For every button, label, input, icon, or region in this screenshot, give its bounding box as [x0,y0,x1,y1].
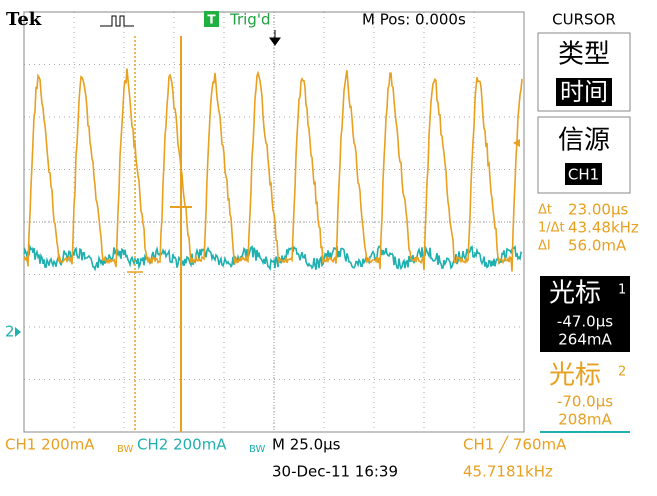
readout-value: 23.00µs [568,201,628,219]
graticule [24,12,524,432]
source-value-bg [565,163,602,185]
horizontal-position: M Pos: 0.000s [362,11,466,29]
source-value: CH1 [568,166,599,184]
cursor2-value: 208mA [558,411,612,429]
cursor2-index: 2 [618,365,626,380]
ch2-bw: BW [249,444,266,455]
readout-value: 43.48kHz [568,219,639,237]
type-box [537,32,631,112]
readout-label: Δt [538,203,552,218]
cursor1-index: 1 [618,283,626,298]
cursor1-value: 264mA [558,331,612,349]
trigger-icon: T [207,13,216,27]
cursor1-time: -47.0µs [557,313,613,331]
readout-label: 1/Δt [538,221,565,236]
source-title: 信源 [558,126,610,156]
date-time: 30-Dec-11 16:39 [272,463,398,481]
ch2-marker: 2 [5,323,15,341]
menu-title: CURSOR [552,11,616,29]
acquisition-icon [100,15,134,27]
brand: Tek [6,9,42,30]
cursor2-title: 光标 [549,361,601,391]
type-value-bg [556,78,612,106]
ch1-waveform [23,68,523,272]
readout-value: 56.0mA [568,237,627,255]
source-box [537,116,631,194]
ch2-waveform [23,244,523,272]
cursor1-box [540,276,630,352]
ch1-scale: CH1 200mA [5,436,95,454]
readout-label: ΔI [538,239,551,254]
trigger-position-marker [269,30,281,46]
type-value: 时间 [560,78,608,106]
type-title: 类型 [558,40,610,70]
graticule-border [23,11,525,433]
trigger-frequency: 45.7181kHz [463,463,553,481]
cursor1-title: 光标 [549,279,601,309]
trigger-status: Trig'd [229,11,270,29]
trigger-level-marker [513,139,520,147]
ch2-scale: CH2 200mA [137,436,227,454]
ch1-bw: BW [117,444,134,455]
timebase: M 25.0µs [272,436,341,454]
trigger-icon-bg [204,11,219,27]
ch2-marker-arrow [15,327,21,337]
trigger-setting: CH1 ╱ 760mA [463,436,567,454]
cursor2-time: -70.0µs [557,393,613,411]
